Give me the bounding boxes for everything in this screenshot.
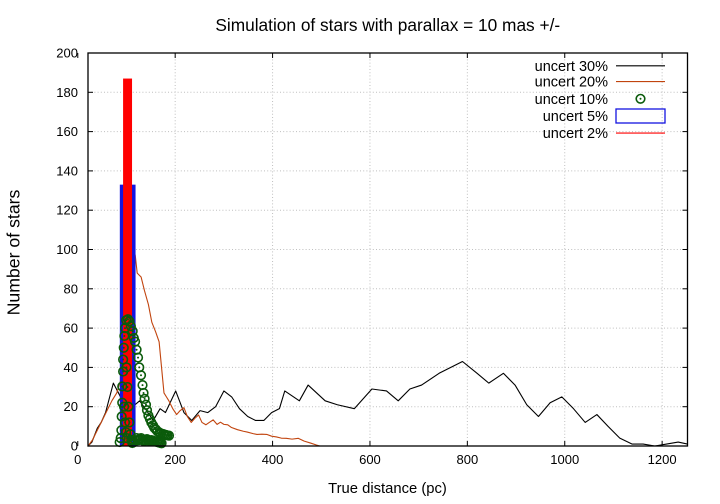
svg-text:0: 0: [71, 439, 78, 454]
svg-text:uncert 30%: uncert 30%: [535, 59, 608, 75]
svg-text:0: 0: [74, 452, 81, 467]
svg-text:1200: 1200: [648, 452, 677, 467]
svg-text:60: 60: [64, 321, 78, 336]
svg-text:uncert 10%: uncert 10%: [535, 92, 608, 108]
svg-text:180: 180: [56, 85, 78, 100]
svg-text:uncert 5%: uncert 5%: [543, 109, 608, 125]
svg-text:140: 140: [56, 163, 78, 178]
svg-text:40: 40: [64, 360, 78, 375]
svg-text:uncert 20%: uncert 20%: [535, 75, 608, 91]
svg-text:20: 20: [64, 399, 78, 414]
svg-text:uncert 2%: uncert 2%: [543, 126, 608, 142]
svg-text:200: 200: [164, 452, 186, 467]
svg-text:600: 600: [359, 452, 381, 467]
svg-text:120: 120: [56, 203, 78, 218]
svg-text:400: 400: [262, 452, 284, 467]
svg-text:160: 160: [56, 124, 78, 139]
svg-text:100: 100: [56, 242, 78, 257]
svg-text:800: 800: [456, 452, 478, 467]
svg-text:200: 200: [56, 46, 78, 61]
svg-text:1000: 1000: [550, 452, 579, 467]
svg-text:80: 80: [64, 281, 78, 296]
